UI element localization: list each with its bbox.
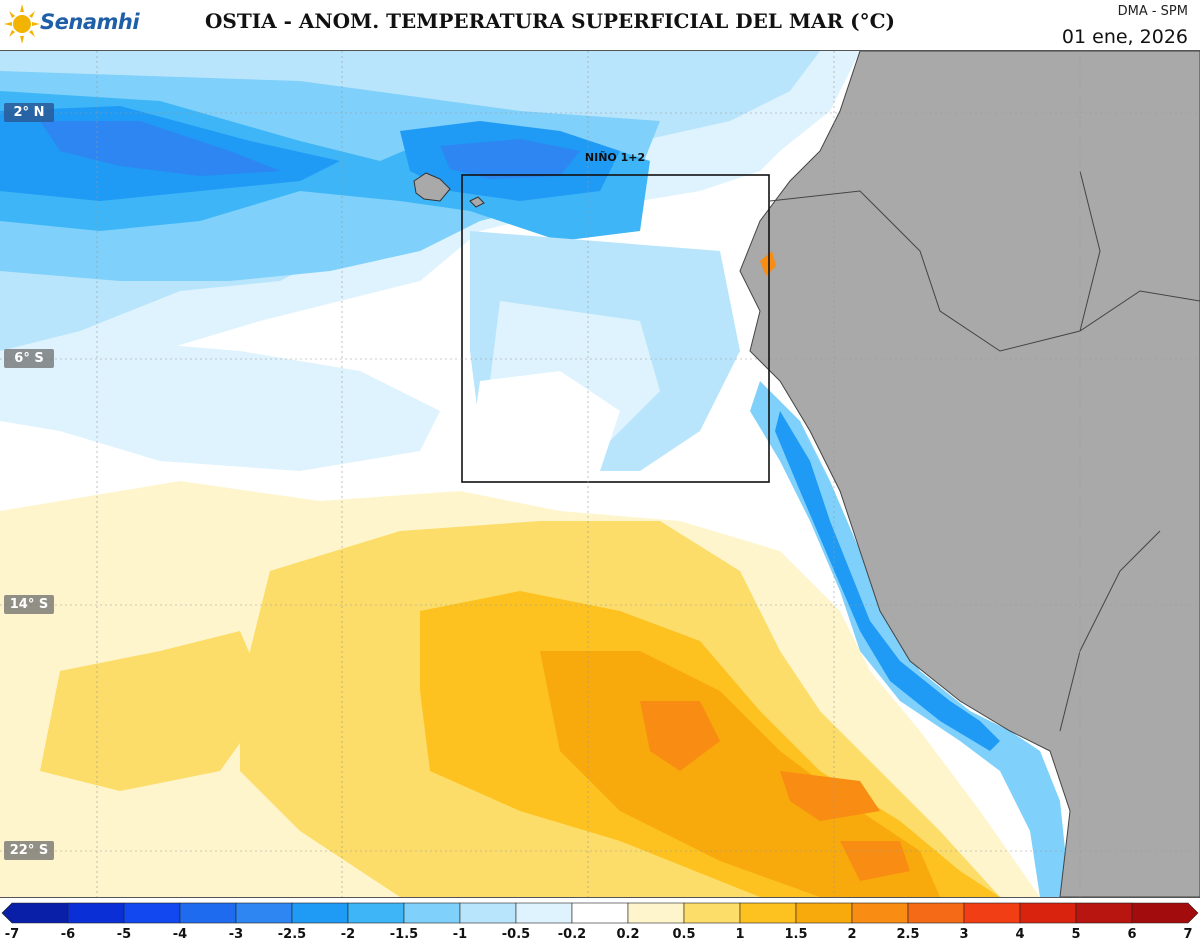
colorbar-segment xyxy=(739,902,797,924)
colorbar-tick-label: 1 xyxy=(735,927,745,942)
colorbar-segment xyxy=(963,902,1021,924)
map-canvas: NIÑO 1+2 xyxy=(0,51,1200,897)
colorbar-segment xyxy=(347,902,405,924)
colorbar: -7 -6 -5 -4 -3 -2.5 -2 -1.5 -1 -0.5 -0.2 0.2 0.5 1 1.5… xyxy=(0,899,1200,947)
colorbar-tick-label: 7 xyxy=(1183,927,1193,942)
colorbar-segment xyxy=(291,902,349,924)
colorbar-tick-label: -4 xyxy=(172,927,188,942)
colorbar-tick-label: 2 xyxy=(847,927,857,942)
colorbar-segment xyxy=(1075,902,1133,924)
colorbar-tick-label: -0.2 xyxy=(557,927,587,942)
colorbar-segment xyxy=(907,902,965,924)
colorbar-segment xyxy=(1019,902,1077,924)
colorbar-segment xyxy=(515,902,573,924)
colorbar-segment xyxy=(1131,902,1199,924)
colorbar-tick-label: 0.5 xyxy=(672,927,696,942)
colorbar-segment xyxy=(459,902,517,924)
colorbar-tick-label: 0.2 xyxy=(616,927,640,942)
lat-label-6s: 6° S xyxy=(4,349,54,368)
colorbar-tick-label: -6 xyxy=(60,927,76,942)
senamhi-logo: Senamhi xyxy=(4,2,179,46)
organization-label: DMA - SPM xyxy=(1117,4,1188,19)
colorbar-segment xyxy=(403,902,461,924)
colorbar-tick-label: -5 xyxy=(116,927,132,942)
sst-anomaly-map: NIÑO 1+2 2° N 6° S 14° S 22° S xyxy=(0,50,1200,898)
colorbar-tick-label: 5 xyxy=(1071,927,1081,942)
lat-label-22s: 22° S xyxy=(4,841,54,860)
colorbar-segment xyxy=(627,902,685,924)
colorbar-tick-label: 4 xyxy=(1015,927,1025,942)
colorbar-tick-label: 3 xyxy=(959,927,969,942)
colorbar-tick-label: 2.5 xyxy=(896,927,920,942)
colorbar-tick-label: -2 xyxy=(340,927,356,942)
colorbar-segment xyxy=(683,902,741,924)
colorbar-tick-label: -1.5 xyxy=(389,927,419,942)
nino-region-box xyxy=(461,174,770,483)
colorbar-tick-label: -3 xyxy=(228,927,244,942)
graticule xyxy=(0,51,1200,897)
colorbar-segment xyxy=(795,902,853,924)
colorbar-tick-label: 6 xyxy=(1127,927,1137,942)
lat-label-14s: 14° S xyxy=(4,595,54,614)
colorbar-segment xyxy=(123,902,181,924)
colorbar-segment xyxy=(67,902,125,924)
nino-region-label: NIÑO 1+2 xyxy=(585,151,645,164)
colorbar-segment xyxy=(571,902,629,924)
colorbar-tick-label: -2.5 xyxy=(277,927,307,942)
sun-icon xyxy=(4,4,40,44)
header: Senamhi OSTIA - ANOM. TEMPERATURA SUPERF… xyxy=(0,0,1200,50)
colorbar-segment xyxy=(1,902,69,924)
colorbar-segment xyxy=(235,902,293,924)
lat-label-2n: 2° N xyxy=(4,103,54,122)
colorbar-tick-label: -1 xyxy=(452,927,468,942)
colorbar-tick-label: 1.5 xyxy=(784,927,808,942)
colorbar-scale xyxy=(1,902,1199,924)
colorbar-tick-label: -0.5 xyxy=(501,927,531,942)
map-title: OSTIA - ANOM. TEMPERATURA SUPERFICIAL DE… xyxy=(204,9,895,33)
colorbar-segment xyxy=(851,902,909,924)
logo-text: Senamhi xyxy=(40,10,140,34)
colorbar-tick-label: -7 xyxy=(4,927,20,942)
colorbar-segment xyxy=(179,902,237,924)
date-label: 01 ene, 2026 xyxy=(1061,26,1188,48)
